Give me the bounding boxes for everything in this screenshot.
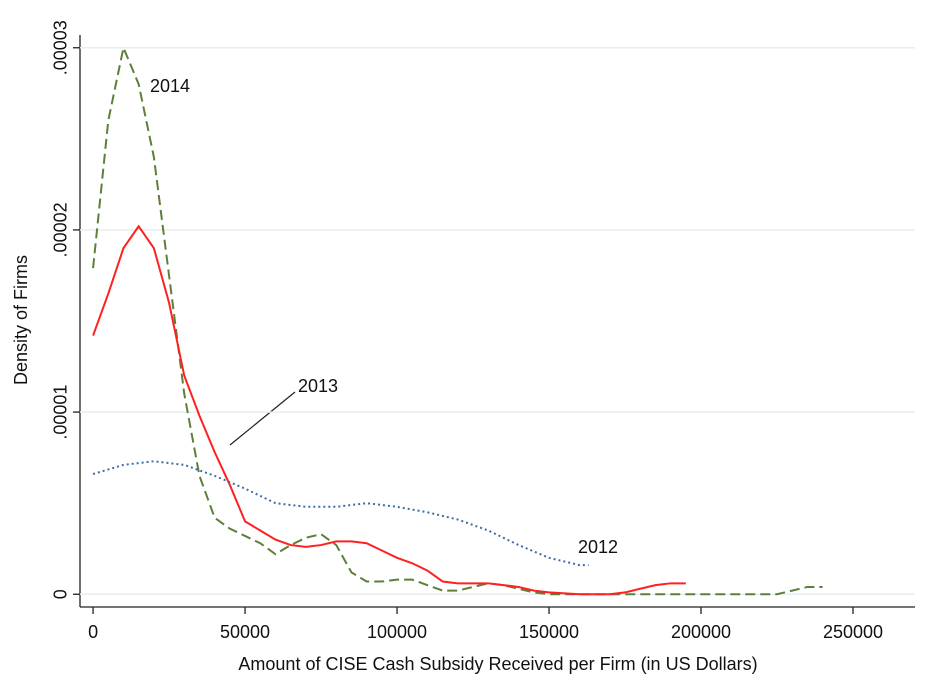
- series-label: 2012: [578, 537, 618, 557]
- y-tick-label: .00001: [51, 385, 71, 440]
- x-tick-label: 250000: [823, 622, 883, 642]
- x-tick-label: 200000: [671, 622, 731, 642]
- y-tick-label: .00002: [51, 202, 71, 257]
- series-line: [92, 224, 686, 596]
- x-tick-label: 0: [88, 622, 98, 642]
- y-tick-label: 0: [51, 589, 71, 599]
- y-axis-title: Density of Firms: [11, 255, 31, 385]
- x-tick-label: 150000: [519, 622, 579, 642]
- series-line: [92, 44, 823, 596]
- series-label: 2014: [150, 76, 190, 96]
- series-label: 2013: [298, 376, 338, 396]
- x-tick-label: 100000: [367, 622, 427, 642]
- x-tick-label: 50000: [220, 622, 270, 642]
- x-axis-title: Amount of CISE Cash Subsidy Received per…: [238, 654, 757, 674]
- series-line: [92, 460, 589, 567]
- annotation-pointer: [229, 391, 296, 446]
- y-tick-label: .00003: [51, 20, 71, 75]
